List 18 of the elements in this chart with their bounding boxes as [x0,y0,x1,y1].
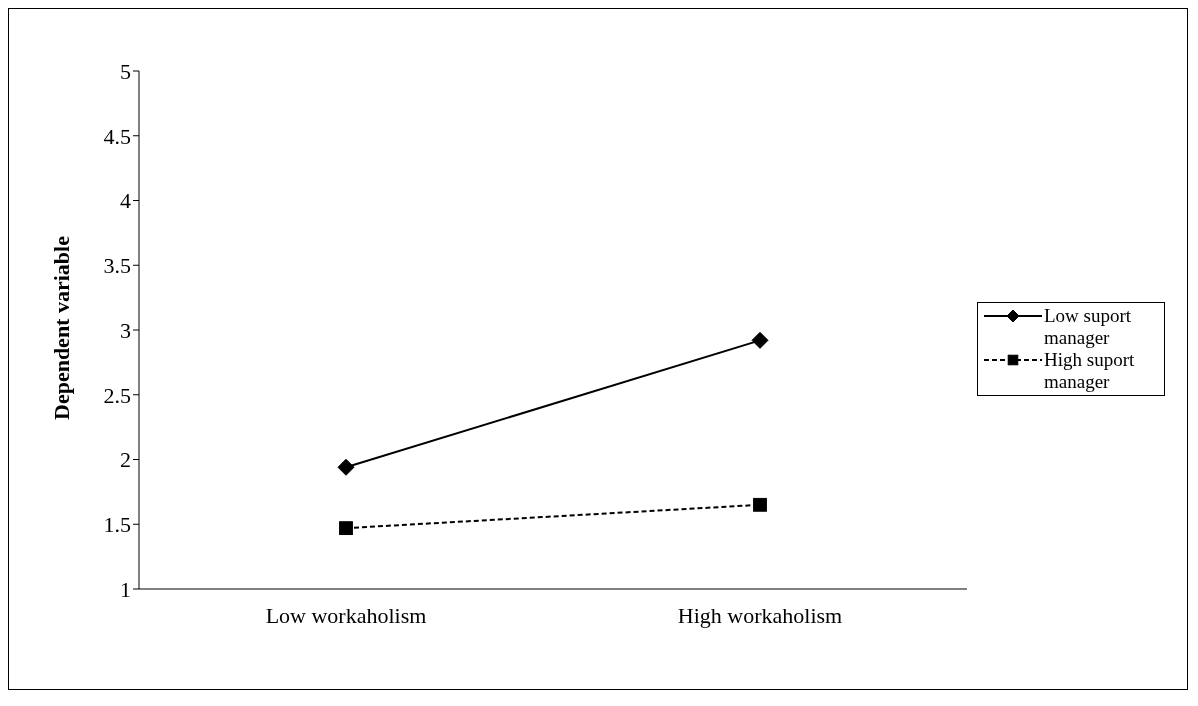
legend-label: Low suport manager [1044,305,1133,349]
y-tick-label: 2 [120,447,131,473]
y-tick-label: 3 [120,317,131,343]
y-tick-label: 5 [120,58,131,84]
y-tick-label: 1 [120,576,131,602]
y-tick-label: 2.5 [103,382,131,408]
point [337,458,355,476]
legend-label: High suport manager [1044,349,1136,393]
y-axis-title: Dependent variable [48,235,74,420]
point [339,521,353,536]
point [751,331,769,349]
y-tick-label: 3.5 [103,253,131,279]
point [753,497,767,512]
y-tick-label: 4 [120,188,131,214]
x-tick-label: Low workaholism [265,602,427,628]
y-tick-label: 4.5 [103,123,131,149]
x-tick-label: High workaholism [677,602,843,628]
y-tick-label: 1.5 [103,512,131,538]
